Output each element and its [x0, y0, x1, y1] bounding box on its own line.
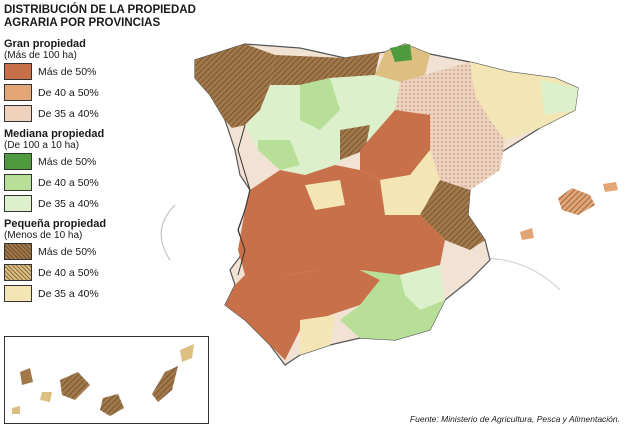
- legend-item: De 40 a 50%: [4, 172, 154, 193]
- legend-label: Más de 50%: [38, 245, 97, 258]
- legend-swatch: [4, 63, 32, 80]
- map-title-line1: DISTRIBUCIÓN DE LA PROPIEDAD: [4, 4, 196, 16]
- legend-item: Más de 50%: [4, 241, 154, 262]
- region-andalucia: [225, 270, 380, 360]
- legend-label: De 35 a 40%: [38, 197, 99, 210]
- legend-group-title: Mediana propiedad: [4, 128, 105, 140]
- legend-label: Más de 50%: [38, 155, 97, 168]
- legend-label: De 40 a 50%: [38, 266, 99, 279]
- legend-swatch: [4, 264, 32, 281]
- legend-label: Más de 50%: [38, 65, 97, 78]
- region-extremadura: [238, 165, 445, 275]
- legend-swatch: [4, 153, 32, 170]
- legend-item: De 35 a 40%: [4, 283, 154, 304]
- legend-item: De 35 a 40%: [4, 193, 154, 214]
- legend-group-subtitle: (Más de 100 ha): [4, 50, 77, 61]
- legend-item: De 40 a 50%: [4, 262, 154, 283]
- source-note: Fuente: Ministerio de Agricultura, Pesca…: [409, 414, 620, 424]
- legend-item: De 35 a 40%: [4, 103, 154, 124]
- legend-swatch: [4, 285, 32, 302]
- region-basque: [375, 44, 430, 82]
- legend-label: De 35 a 40%: [38, 287, 99, 300]
- legend-item: De 40 a 50%: [4, 82, 154, 103]
- legend-group-gran: Gran propiedad (Más de 100 ha) Más de 50…: [4, 38, 154, 124]
- legend-group-mediana: Mediana propiedad (De 100 a 10 ha) Más d…: [4, 128, 154, 214]
- legend-group-title: Gran propiedad: [4, 38, 86, 50]
- legend-item: Más de 50%: [4, 151, 154, 172]
- region-madrid: [360, 110, 430, 180]
- region-catalonia: [470, 62, 578, 140]
- legend-group-pequena: Pequeña propiedad (Menos de 10 ha) Más d…: [4, 218, 154, 304]
- legend-item: Más de 50%: [4, 61, 154, 82]
- legend-group-title: Pequeña propiedad: [4, 218, 107, 230]
- legend-label: De 40 a 50%: [38, 176, 99, 189]
- legend-group-subtitle: (Menos de 10 ha): [4, 230, 83, 241]
- legend-group-subtitle: (De 100 a 10 ha): [4, 140, 80, 151]
- legend-swatch: [4, 105, 32, 122]
- canary-islands-inset-frame: [4, 336, 209, 424]
- legend: Gran propiedad (Más de 100 ha) Más de 50…: [4, 34, 154, 304]
- legend-swatch: [4, 243, 32, 260]
- map-title-line2: AGRARIA POR PROVINCIAS: [4, 17, 161, 29]
- legend-label: De 35 a 40%: [38, 107, 99, 120]
- legend-label: De 40 a 50%: [38, 86, 99, 99]
- canary-islands: [12, 344, 194, 416]
- legend-swatch: [4, 84, 32, 101]
- legend-swatch: [4, 195, 32, 212]
- legend-swatch: [4, 174, 32, 191]
- map-title: DISTRIBUCIÓN DE LA PROPIEDAD AGRARIA POR…: [4, 4, 196, 30]
